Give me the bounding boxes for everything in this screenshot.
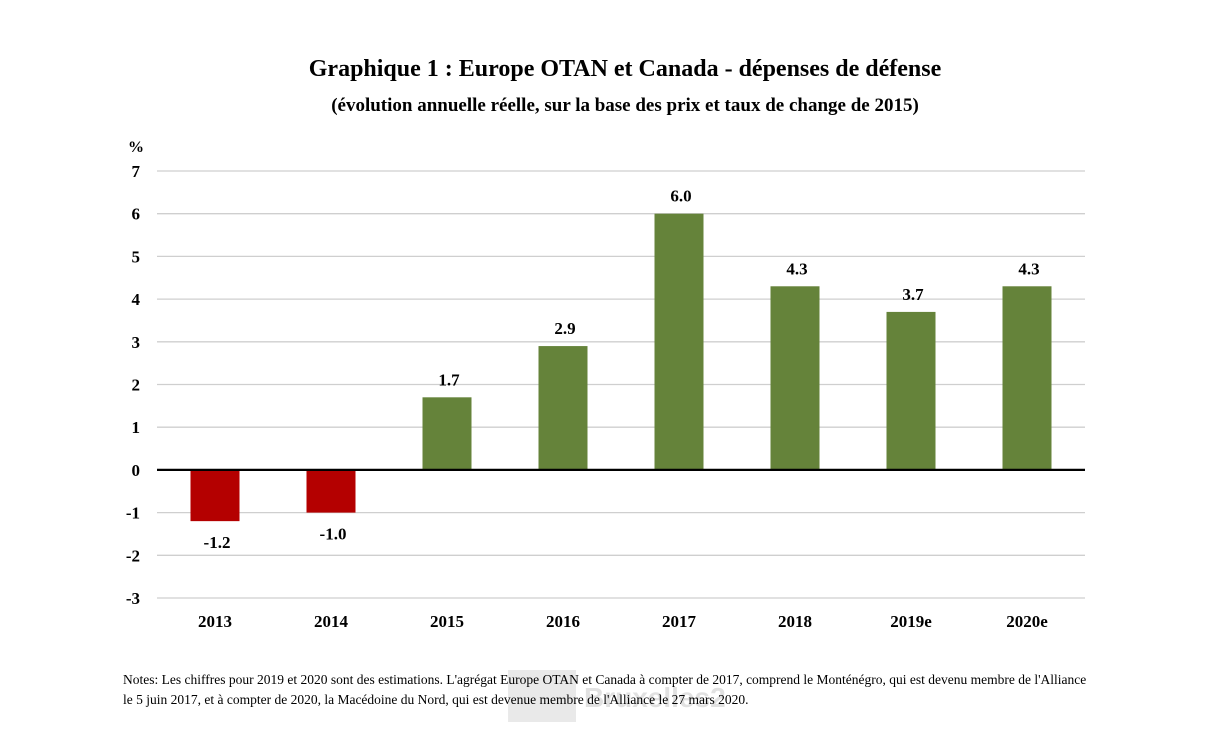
bar xyxy=(886,311,936,470)
bar xyxy=(654,213,704,470)
y-tick-label: 2 xyxy=(132,376,141,395)
data-label: 6.0 xyxy=(670,187,691,206)
chart-notes: Notes: Les chiffres pour 2019 et 2020 so… xyxy=(123,672,1087,707)
x-tick-label: 2013 xyxy=(198,612,232,631)
bar xyxy=(306,469,356,513)
x-tick-labels: 2013 2014 2015 2016 2017 2018 2019e 2020e xyxy=(198,612,1048,631)
bars xyxy=(190,213,1052,522)
bar xyxy=(422,397,472,470)
chart-subtitle: (évolution annuelle réelle, sur la base … xyxy=(331,95,919,116)
data-label: 4.3 xyxy=(786,259,807,278)
data-label: 3.7 xyxy=(902,285,924,304)
x-tick-label: 2017 xyxy=(662,612,697,631)
data-label: -1.2 xyxy=(204,533,231,552)
data-label: 1.7 xyxy=(438,370,460,389)
chart-title: Graphique 1 : Europe OTAN et Canada - dé… xyxy=(308,56,942,82)
data-label: -1.0 xyxy=(320,525,347,544)
y-tick-label: -1 xyxy=(126,504,140,523)
y-tick-label: 1 xyxy=(132,418,141,437)
data-labels: -1.2 -1.0 1.7 2.9 6.0 4.3 3.7 4.3 xyxy=(204,187,1040,552)
bar xyxy=(190,469,240,522)
y-tick-label: 7 xyxy=(132,162,141,181)
x-tick-label: 2018 xyxy=(778,612,812,631)
gridlines xyxy=(157,170,1085,599)
watermark-text: Bruxelles2 xyxy=(584,682,726,713)
x-tick-label: 2019e xyxy=(890,612,932,631)
x-tick-label: 2014 xyxy=(314,612,349,631)
y-tick-label: -2 xyxy=(126,546,140,565)
y-tick-label: 4 xyxy=(132,290,141,309)
y-tick-label: 0 xyxy=(132,461,141,480)
data-label: 4.3 xyxy=(1018,259,1039,278)
bar xyxy=(1002,286,1052,470)
watermark-logo: Bruxelles2 xyxy=(508,668,726,724)
y-tick-label: 6 xyxy=(132,205,141,224)
y-tick-label: -3 xyxy=(126,589,140,608)
y-tick-labels: -3 -2 -1 0 1 2 3 4 5 6 7 xyxy=(126,162,141,608)
bar xyxy=(538,346,588,470)
y-tick-label: 5 xyxy=(132,247,141,266)
y-tick-label: 3 xyxy=(132,333,141,352)
data-label: 2.9 xyxy=(554,319,575,338)
x-tick-label: 2020e xyxy=(1006,612,1048,631)
x-tick-label: 2016 xyxy=(546,612,580,631)
bar xyxy=(770,286,820,470)
x-tick-label: 2015 xyxy=(430,612,464,631)
y-axis-label: % xyxy=(128,139,144,156)
watermark-logo-icon xyxy=(508,670,576,722)
